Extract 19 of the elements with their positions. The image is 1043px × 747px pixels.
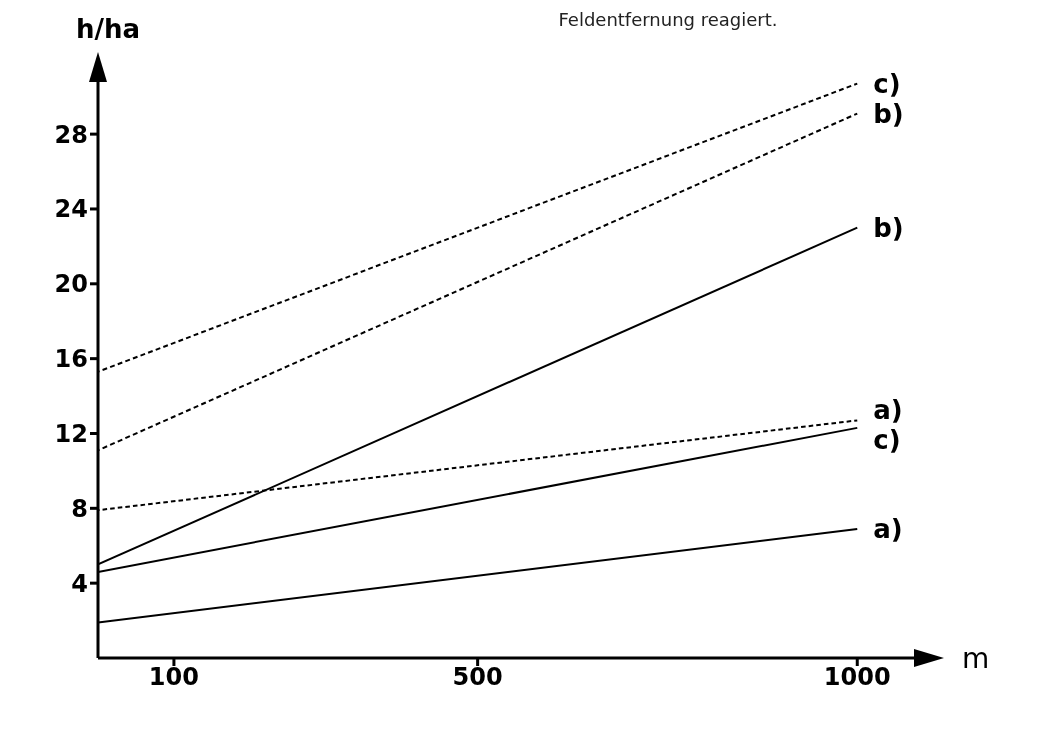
y-tick-label: 20: [54, 270, 88, 299]
y-tick-label: 28: [54, 120, 88, 149]
y-tick-label: 24: [54, 195, 88, 224]
x-tick-label: 100: [148, 663, 199, 692]
y-tick-label: 4: [71, 569, 88, 598]
series-label: b): [873, 212, 904, 243]
y-tick-label: 12: [54, 420, 88, 448]
series-label: a): [873, 513, 903, 544]
y-tick-label: 8: [71, 494, 88, 523]
y-tick-label: 16: [54, 345, 88, 374]
x-tick-label: 1000: [823, 663, 891, 692]
y-axis-title: h/ha: [75, 14, 141, 44]
series-label: a): [873, 395, 903, 426]
x-axis-title: m: [962, 641, 990, 675]
series-label: b): [873, 98, 904, 129]
text: Feldentfernung reagiert.: [558, 9, 778, 30]
series-label: c): [873, 424, 901, 455]
series-label: c): [873, 68, 901, 99]
x-tick-label: 500: [452, 663, 503, 692]
